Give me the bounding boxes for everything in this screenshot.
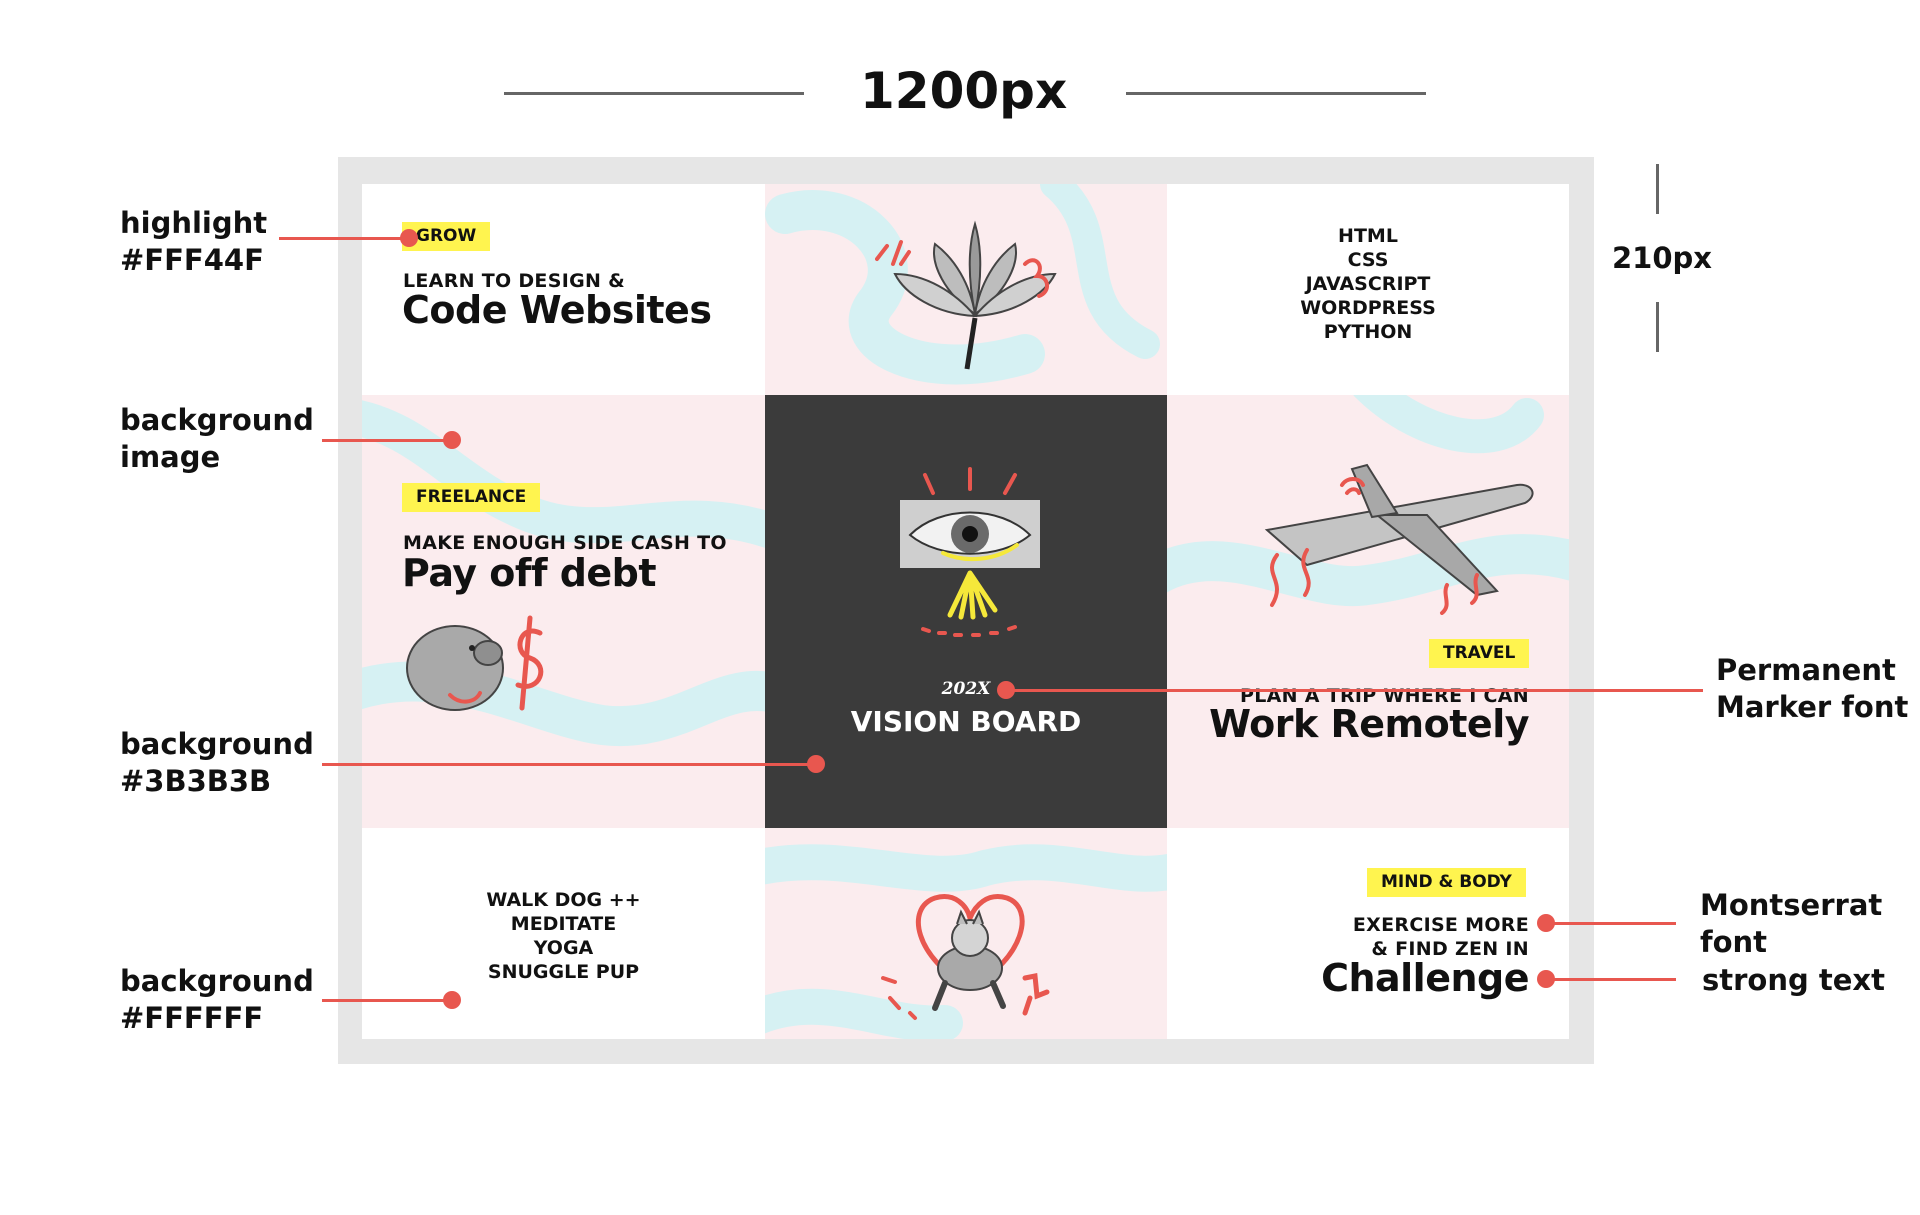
annotation-highlight-line1: highlight xyxy=(120,206,268,240)
skill-item: PYTHON xyxy=(1323,321,1413,343)
annotation-background-dark: background #3B3B3B xyxy=(120,726,314,800)
annotation-bg-white-line2: #FFFFFF xyxy=(120,1001,264,1035)
travel-heading: Work Remotely xyxy=(1209,702,1529,746)
eye-icon xyxy=(900,467,1040,637)
height-dimension-label: 210px xyxy=(1612,241,1712,275)
skills-list: HTML CSS JAVASCRIPT WORDPRESS PYTHON xyxy=(1167,224,1569,344)
cell-lotus xyxy=(765,184,1167,395)
airplane-icon xyxy=(1264,463,1534,615)
grow-subheading: LEARN TO DESIGN & xyxy=(403,270,625,292)
cell-freelance: FREELANCE MAKE ENOUGH SIDE CASH TO Pay o… xyxy=(362,395,765,828)
annotation-connector xyxy=(322,439,452,442)
annotation-connector xyxy=(279,237,409,240)
annotation-connector xyxy=(322,763,817,766)
annotation-bg-dark-line2: #3B3B3B xyxy=(120,764,272,798)
annotation-bg-image-line2: image xyxy=(120,440,221,474)
piggy-bank-icon xyxy=(406,615,544,711)
vision-board-title: VISION BOARD xyxy=(850,705,1082,738)
freelance-heading: Pay off debt xyxy=(402,551,657,595)
annotation-connector xyxy=(322,999,452,1002)
daily-habits-list: WALK DOG ++ MEDITATE YOGA SNUGGLE PUP xyxy=(362,888,765,984)
mind-heading: Challenge xyxy=(1321,956,1529,1000)
annotation-highlight-line2: #FFF44F xyxy=(120,243,264,277)
dog-background-image xyxy=(765,844,1167,1039)
annotation-marker-line2: Marker font xyxy=(1716,690,1909,724)
annotation-montserrat-line1: Montserrat xyxy=(1700,888,1883,922)
skill-item: WORDPRESS xyxy=(1300,297,1436,319)
skill-item: JAVASCRIPT xyxy=(1305,273,1431,295)
skill-item: HTML xyxy=(1338,225,1398,247)
cell-vision-board: 202X VISION BOARD xyxy=(765,395,1167,828)
mind-subheading-2: & FIND ZEN IN xyxy=(1371,938,1529,960)
cell-skills: HTML CSS JAVASCRIPT WORDPRESS PYTHON xyxy=(1167,184,1569,395)
annotation-permanent-marker: Permanent Marker font xyxy=(1716,652,1908,726)
annotation-bg-image-line1: background xyxy=(120,403,314,437)
dimension-line-right xyxy=(1126,92,1426,95)
dog-heart-icon xyxy=(881,894,1050,1020)
annotation-bg-dark-line1: background xyxy=(120,727,314,761)
vision-board: GROW LEARN TO DESIGN & Code Websites HTM… xyxy=(362,184,1569,1039)
cell-dog-image xyxy=(765,828,1167,1039)
cell-travel: TRAVEL PLAN A TRIP WHERE I CAN Work Remo… xyxy=(1167,395,1569,828)
vision-board-year: 202X xyxy=(941,679,991,699)
habit-item: MEDITATE xyxy=(510,913,617,935)
habit-item: SNUGGLE PUP xyxy=(487,961,640,983)
annotation-dot xyxy=(400,229,418,247)
lotus-flower-icon xyxy=(875,220,1057,370)
tag-freelance: FREELANCE xyxy=(402,483,541,512)
annotation-connector xyxy=(1546,978,1676,981)
annotation-marker-line1: Permanent xyxy=(1716,653,1896,687)
width-dimension-label: 1200px xyxy=(860,62,1068,120)
height-dimension-line-bottom xyxy=(1656,302,1659,352)
annotation-dot xyxy=(443,991,461,1009)
height-dimension-line-top xyxy=(1656,164,1659,214)
freelance-subheading: MAKE ENOUGH SIDE CASH TO xyxy=(403,532,727,554)
annotation-montserrat-line2: font xyxy=(1700,925,1768,959)
habit-item: YOGA xyxy=(533,937,594,959)
annotation-dot xyxy=(807,755,825,773)
tag-mind-body: MIND & BODY xyxy=(1367,868,1526,897)
annotation-background-image: background image xyxy=(120,402,314,476)
habit-item: WALK DOG ++ xyxy=(486,889,641,911)
cell-grow: GROW LEARN TO DESIGN & Code Websites xyxy=(362,184,765,395)
skill-item: CSS xyxy=(1347,249,1389,271)
annotation-connector xyxy=(1006,689,1703,692)
grow-heading: Code Websites xyxy=(402,288,712,332)
lotus-cell-art xyxy=(765,184,1160,385)
annotation-connector xyxy=(1546,922,1676,925)
dimension-line-left xyxy=(504,92,804,95)
annotation-highlight: highlight #FFF44F xyxy=(120,205,267,279)
cell-mind-body: MIND & BODY EXERCISE MORE & FIND ZEN IN … xyxy=(1167,828,1569,1039)
tag-travel: TRAVEL xyxy=(1429,639,1530,668)
annotation-dot xyxy=(443,431,461,449)
annotation-montserrat: Montserrat font xyxy=(1700,887,1882,961)
annotation-bg-white-line1: background xyxy=(120,964,314,998)
annotation-background-white: background #FFFFFF xyxy=(120,963,314,1037)
mind-subheading-1: EXERCISE MORE xyxy=(1352,914,1529,936)
tag-grow: GROW xyxy=(402,222,491,251)
annotation-strong-text: strong text xyxy=(1702,963,1885,997)
cell-dog-list: WALK DOG ++ MEDITATE YOGA SNUGGLE PUP xyxy=(362,828,765,1039)
travel-background-image xyxy=(1167,395,1569,607)
